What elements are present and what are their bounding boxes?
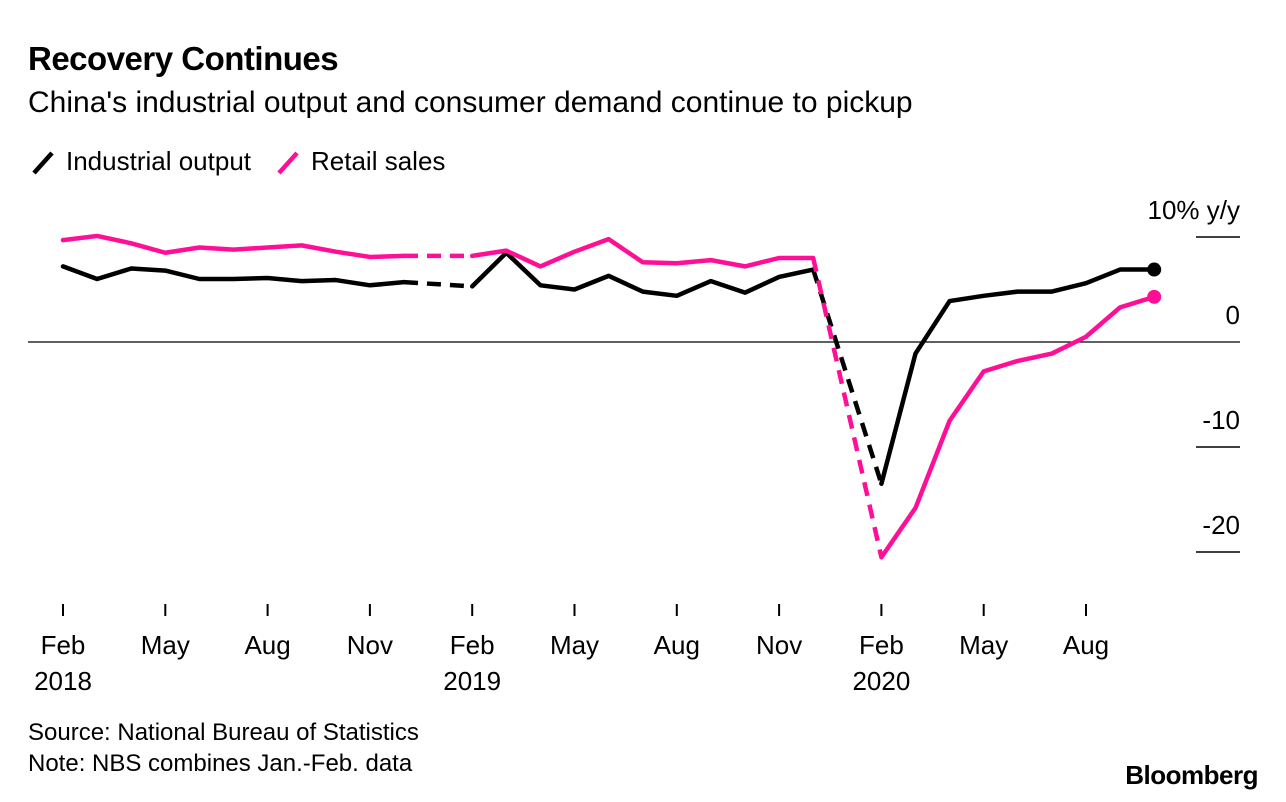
x-tick-label: Nov xyxy=(756,630,802,660)
x-tick-label: May xyxy=(959,630,1008,660)
series-line-industrial-output xyxy=(879,267,1157,486)
x-tick-year-label: 2018 xyxy=(34,666,92,696)
chart-subtitle: China's industrial output and consumer d… xyxy=(28,86,913,119)
series-line-retail-sales xyxy=(469,236,816,269)
x-tick-year-label: 2019 xyxy=(443,666,501,696)
x-tick-label: Feb xyxy=(859,630,904,660)
series-line-retail-sales xyxy=(60,233,407,260)
x-tick-year-label: 2020 xyxy=(852,666,910,696)
legend-item-retail-sales: Retail sales xyxy=(273,146,445,177)
legend: Industrial output Retail sales xyxy=(28,146,467,177)
y-tick-label: 0 xyxy=(1226,300,1240,330)
y-tick-label: -20 xyxy=(1202,510,1240,540)
legend-item-industrial-output: Industrial output xyxy=(28,146,251,177)
chart-title: Recovery Continues xyxy=(28,40,339,77)
y-tick-label: 10% y/y xyxy=(1148,195,1241,225)
chart-notes: Source: National Bureau of Statistics No… xyxy=(28,717,419,779)
legend-label-industrial-output: Industrial output xyxy=(66,146,252,176)
source-note: Source: National Bureau of Statistics xyxy=(28,719,419,746)
x-tick-label: Aug xyxy=(654,630,700,660)
series-endpoint-industrial-output xyxy=(1147,262,1162,277)
x-tick-label: Aug xyxy=(244,630,290,660)
x-tick-label: Feb xyxy=(41,630,86,660)
series-gap-industrial-output xyxy=(403,279,473,289)
series-line-industrial-output xyxy=(469,250,816,299)
legend-swatch-retail-sales xyxy=(277,150,299,175)
series-line-retail-sales xyxy=(879,294,1157,560)
legend-swatch-industrial-output xyxy=(32,150,54,175)
x-tick-label: Nov xyxy=(347,630,393,660)
data-note: Note: NBS combines Jan.-Feb. data xyxy=(28,750,413,777)
series-line-industrial-output xyxy=(60,264,407,288)
series-endpoint-retail-sales xyxy=(1147,289,1162,304)
series-gap-industrial-output xyxy=(811,268,884,485)
x-tick-label: Aug xyxy=(1063,630,1109,660)
series-gap-retail-sales xyxy=(811,257,884,558)
legend-label-retail-sales: Retail sales xyxy=(311,146,446,176)
y-tick-label: -10 xyxy=(1202,405,1240,435)
x-tick-label: May xyxy=(141,630,190,660)
x-tick-label: Feb xyxy=(450,630,495,660)
bloomberg-logo: Bloomberg xyxy=(1125,760,1258,790)
x-tick-label: May xyxy=(550,630,599,660)
